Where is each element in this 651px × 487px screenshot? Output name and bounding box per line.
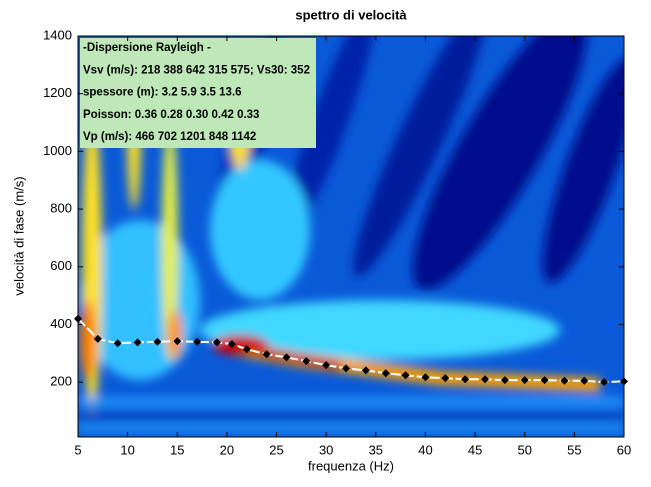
point <box>361 366 370 375</box>
annotation-line: Vsv (m/s): 218 388 642 315 575; Vs30: 35… <box>83 64 310 76</box>
x-tick-label: 60 <box>617 442 631 457</box>
y-tick-label: 1000 <box>43 143 72 158</box>
y-tick-label: 1400 <box>43 27 72 42</box>
point <box>113 339 122 348</box>
heatmap <box>78 36 624 437</box>
point <box>212 338 221 347</box>
heatmap-blob <box>285 36 375 233</box>
x-tick-label: 25 <box>269 442 283 457</box>
point <box>620 377 628 386</box>
x-tick-label: 40 <box>418 442 432 457</box>
x-tick-label: 30 <box>319 442 333 457</box>
chart: spettro di velocità frequenza (Hz) veloc… <box>11 7 631 473</box>
x-tick-label: 55 <box>567 442 581 457</box>
y-tick-label: 1200 <box>43 85 72 100</box>
annotation-line: spessore (m): 3.2 5.9 3.5 13.6 <box>83 87 242 99</box>
point <box>282 353 291 362</box>
x-tick-label: 45 <box>468 442 482 457</box>
y-tick-label: 600 <box>50 258 72 273</box>
point <box>74 314 82 323</box>
point <box>500 376 509 385</box>
point <box>227 340 236 349</box>
annotation-line: Poisson: 0.36 0.28 0.30 0.42 0.33 <box>83 109 259 121</box>
point <box>560 376 569 385</box>
point <box>133 338 142 347</box>
annotation-box <box>80 38 316 148</box>
x-tick-label: 10 <box>120 442 134 457</box>
point <box>580 376 589 385</box>
point <box>242 345 251 354</box>
x-tick-label: 20 <box>220 442 234 457</box>
point <box>262 350 271 359</box>
y-tick-label: 200 <box>50 374 72 389</box>
point <box>93 334 102 343</box>
heatmap-blob <box>210 160 310 300</box>
point <box>540 376 549 385</box>
point <box>600 378 609 387</box>
x-tick-label: 50 <box>517 442 531 457</box>
point <box>421 373 430 382</box>
heatmap-blobs <box>78 36 624 431</box>
plot-frame <box>77 35 625 438</box>
y-tick-label: 800 <box>50 201 72 216</box>
point <box>173 337 182 346</box>
heatmap-blob <box>212 335 268 355</box>
heatmap-blob <box>78 425 624 431</box>
heatmap-blob <box>168 310 182 360</box>
point <box>381 369 390 378</box>
chart-title: spettro di velocità <box>295 7 407 22</box>
x-tick-label: 5 <box>74 442 81 457</box>
point <box>302 357 311 366</box>
heatmap-blob <box>542 56 624 284</box>
heatmap-blob <box>78 414 624 419</box>
heatmap-blob <box>353 36 487 277</box>
point <box>342 364 351 373</box>
heatmap-blob <box>162 120 178 360</box>
point <box>153 337 162 346</box>
point <box>461 375 470 384</box>
annotation-line: Vp (m/s): 466 702 1201 848 1142 <box>83 131 256 143</box>
x-tick-label: 15 <box>170 442 184 457</box>
point <box>322 361 331 370</box>
x-axis-label: frequenza (Hz) <box>308 458 394 473</box>
point <box>441 374 450 383</box>
heatmap-blob <box>412 36 588 290</box>
point <box>520 376 529 385</box>
point <box>401 371 410 380</box>
annotation-line: -Dispersione Rayleigh - <box>83 42 211 54</box>
y-tick-label: 400 <box>50 316 72 331</box>
heatmap-blob <box>200 300 560 360</box>
y-axis-label: velocità di fase (m/s) <box>11 176 26 295</box>
point <box>193 337 202 346</box>
heatmap-blob <box>80 300 96 380</box>
point <box>481 375 490 384</box>
x-tick-label: 35 <box>369 442 383 457</box>
heatmap-blob <box>78 398 624 406</box>
